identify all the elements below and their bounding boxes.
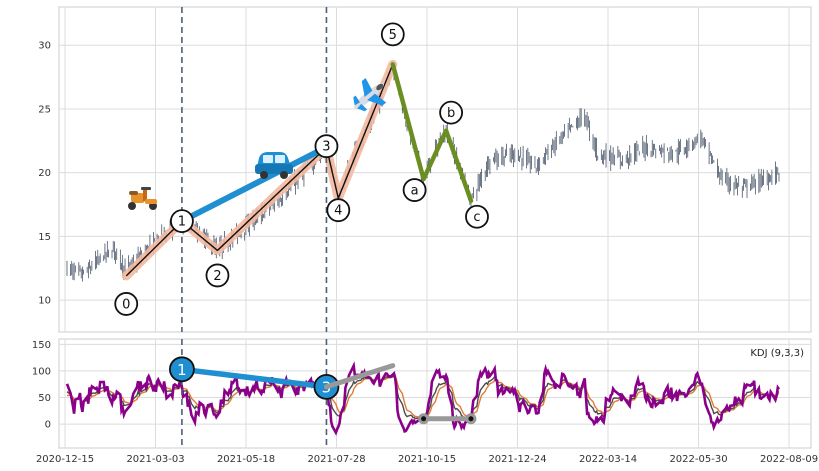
x-tick-label: 2021-05-18 — [217, 454, 275, 465]
indicator-y-tick-label: 100 — [32, 366, 51, 377]
wave-lines — [121, 59, 474, 281]
x-tick-label: 2020-12-15 — [36, 454, 94, 465]
x-tick-label: 2022-08-09 — [760, 454, 818, 465]
price-y-tick-label: 10 — [38, 296, 51, 307]
wave-label-1: 1 — [170, 209, 194, 234]
price-y-tick-label: 20 — [38, 168, 51, 179]
wave-label-b: b — [439, 100, 464, 125]
wave-label-text: 4 — [334, 204, 342, 219]
price-panel: 10 15 20 25 30 0 1 2 3 4 5 a b c — [38, 6, 812, 333]
kdj-title: KDJ (9,3,3) — [750, 348, 804, 359]
indicator-label-text: 1 — [177, 361, 187, 379]
wave-label-text: 0 — [122, 297, 130, 312]
x-tick-label: 2022-03-14 — [579, 454, 637, 465]
wave-label-text: 1 — [178, 215, 186, 230]
wave-label-text: 5 — [389, 28, 397, 43]
x-tick-label: 2021-07-28 — [307, 454, 365, 465]
wave-label-0: 0 — [114, 292, 139, 316]
wave-label-circle — [205, 263, 230, 288]
indicator-panel: 0 50 100 150 13 KDJ (9,3,3) — [32, 338, 812, 449]
price-panel-frame — [58, 6, 812, 333]
wave-label-circle — [114, 292, 139, 316]
vertical-markers-top — [181, 7, 328, 332]
indicator-y-tick-label: 150 — [32, 340, 51, 351]
wave-label-circle — [380, 22, 405, 47]
x-tick-label: 2021-03-03 — [126, 454, 184, 465]
wave-label-circle — [402, 178, 427, 202]
x-tick-label: 2021-10-15 — [398, 454, 456, 465]
x-tick-label: 2022-05-30 — [669, 454, 727, 465]
impulse-wave-line — [125, 64, 394, 277]
indicator-label-circle — [169, 356, 195, 383]
price-y-ticks: 10 15 20 25 30 — [38, 41, 51, 307]
indicator-label-1: 1 — [169, 356, 195, 383]
wave-label-circle — [326, 198, 351, 223]
indicator-endpoint-core — [421, 416, 427, 422]
wave-label-3: 3 — [314, 134, 339, 159]
wave-label-circle — [465, 204, 489, 229]
wave-label-a: a — [402, 178, 427, 202]
wave-labels: 0 1 2 3 4 5 a b c — [114, 22, 489, 316]
price-y-tick-label: 25 — [38, 104, 51, 115]
airplane-icon — [353, 77, 387, 112]
indicator-annotations: 13 — [169, 356, 477, 425]
scooter-icon — [128, 187, 157, 210]
wave-label-circle — [314, 134, 339, 159]
wave-label-text: b — [447, 106, 455, 121]
wave-label-text: c — [473, 210, 480, 225]
wave-label-circle — [439, 100, 464, 125]
wave-label-circle — [170, 209, 194, 234]
trend-line-1-3 — [178, 144, 330, 225]
wave-label-c: c — [465, 204, 489, 229]
indicator-y-tick-label: 50 — [38, 393, 51, 404]
wave-label-text: 2 — [213, 269, 221, 284]
x-tick-label: 2021-12-24 — [488, 454, 546, 465]
wave-label-4: 4 — [326, 198, 351, 223]
indicator-annotation-line — [179, 366, 330, 390]
car-icon — [255, 152, 293, 179]
corrective-wave-line — [390, 62, 474, 203]
price-grid — [59, 7, 811, 332]
x-axis-ticks: 2020-12-15 2021-03-03 2021-05-18 2021-07-28… — [36, 454, 818, 465]
wave-label-2: 2 — [205, 263, 230, 288]
indicator-annotation-line — [323, 363, 396, 390]
wave-label-5: 5 — [380, 22, 405, 47]
price-y-tick-label: 15 — [38, 232, 51, 243]
indicator-y-ticks: 0 50 100 150 — [32, 340, 51, 431]
price-y-tick-label: 30 — [38, 41, 51, 52]
indicator-y-tick-label: 0 — [45, 420, 51, 431]
wave-label-text: 3 — [322, 140, 330, 155]
wave-label-text: a — [411, 184, 419, 199]
indicator-endpoint-core — [468, 416, 474, 422]
